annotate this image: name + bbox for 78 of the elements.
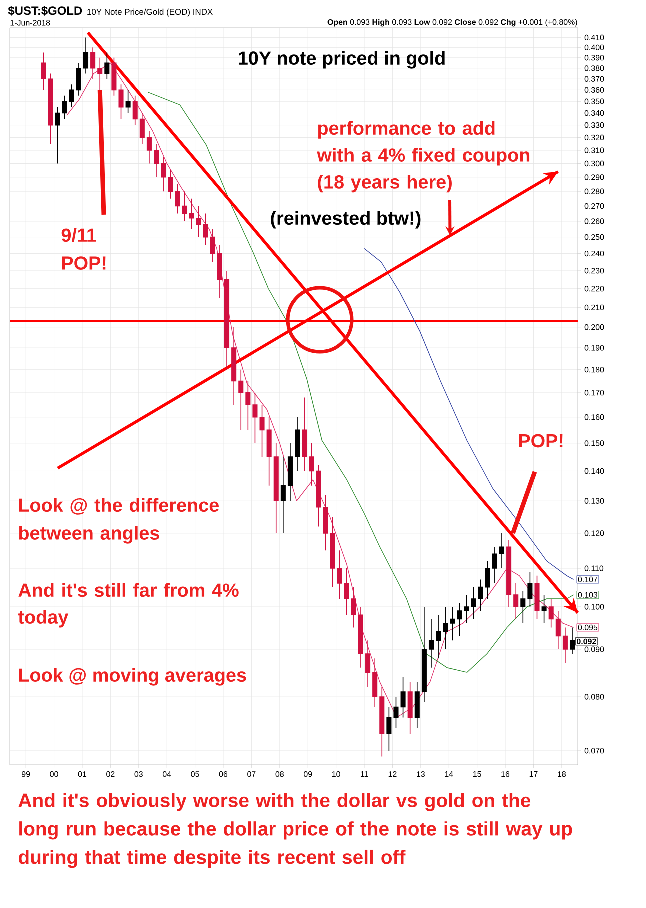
candlestick <box>232 326 237 406</box>
annotation: And it's still far from 4% today <box>18 583 239 628</box>
candlestick <box>98 57 103 91</box>
candlestick <box>506 540 512 608</box>
candlestick <box>337 550 342 600</box>
chart-subtitle: 10Y Note Price/Gold (EOD) INDX <box>88 8 213 17</box>
candlestick <box>548 598 554 628</box>
candlestick <box>280 456 286 534</box>
candlestick <box>471 586 476 620</box>
candlestick <box>408 682 413 734</box>
candlestick <box>154 144 160 178</box>
candlestick <box>400 676 406 718</box>
candlestick <box>118 84 124 120</box>
candlestick <box>358 606 364 668</box>
candlestick <box>69 84 74 108</box>
text: And it's obviously worse with the dollar vs gold on the long run because the dollar price of the note is still way up during that time despite its recent sell off <box>18 793 572 868</box>
candlestick <box>90 47 96 80</box>
annotation: Look @ moving averages <box>19 668 246 686</box>
candlestick <box>443 606 448 650</box>
annotation: POP! <box>519 434 563 448</box>
candlestick <box>528 572 533 608</box>
candlestick <box>112 57 117 96</box>
candlestick <box>210 228 216 263</box>
candlestick <box>366 640 371 688</box>
annotation: Look @ the difference between angles <box>19 498 219 544</box>
candlestick <box>288 443 293 502</box>
candlestick <box>492 546 498 584</box>
candlestick <box>295 416 300 472</box>
candlestick <box>76 62 82 96</box>
candlestick <box>514 583 519 620</box>
candlestick <box>422 606 427 703</box>
candlestick <box>330 516 336 588</box>
candlestick <box>351 586 356 628</box>
candlestick <box>146 131 152 164</box>
candlestick <box>104 52 110 80</box>
candlestick <box>203 213 208 246</box>
candlestick <box>48 73 54 144</box>
candlestick <box>309 443 314 486</box>
candlestick <box>499 533 505 569</box>
annotation: 10Y note priced in gold <box>239 51 445 69</box>
annotation: 9/11 POP! <box>62 228 106 270</box>
candlestick <box>394 696 399 729</box>
candlestick <box>562 627 568 664</box>
candlestick <box>238 369 244 431</box>
candlestick <box>274 443 279 534</box>
candlestick <box>62 95 68 120</box>
candlestick <box>175 184 180 214</box>
annotation: (reinvested btw!) <box>271 211 421 229</box>
candlestick <box>126 90 131 114</box>
candlestick <box>344 568 350 616</box>
candlestick <box>224 270 230 370</box>
candlestick <box>302 397 308 472</box>
candlestick <box>386 706 392 752</box>
candlestick <box>266 416 272 486</box>
line-series <box>364 248 574 580</box>
candlestick <box>534 576 540 620</box>
candlestick <box>464 594 470 624</box>
candlestick <box>380 686 385 758</box>
candlestick <box>132 95 138 126</box>
candlestick <box>140 112 145 144</box>
candlestick <box>478 579 484 612</box>
candlestick <box>323 494 328 551</box>
chart-title: $UST:$GOLD <box>8 6 82 16</box>
candlestick <box>372 658 378 708</box>
candlestick <box>168 170 174 200</box>
candlestick <box>161 156 166 192</box>
candlestick <box>556 610 561 650</box>
candlestick <box>520 590 526 624</box>
candlestick <box>83 37 89 74</box>
candlestick <box>450 606 456 642</box>
candlestick <box>217 245 222 299</box>
candlestick <box>436 614 442 659</box>
candlestick <box>428 618 434 668</box>
candlestick <box>316 465 322 528</box>
annotation: performance to add with a 4% fixed coupon (18 years here) <box>317 121 530 193</box>
candlestick <box>485 560 490 600</box>
candlestick <box>414 682 420 729</box>
candlestick <box>41 52 46 91</box>
